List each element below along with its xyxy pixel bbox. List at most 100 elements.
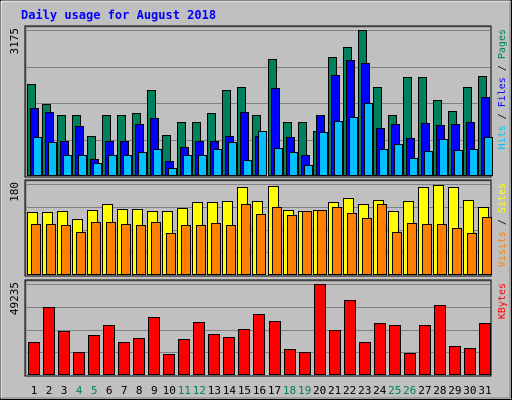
legend-pages: Pages — [497, 29, 508, 59]
x-tick-label-day-23: 23 — [358, 384, 371, 397]
x-tick-label-day-3: 3 — [61, 384, 68, 397]
x-tick-label-day-24: 24 — [373, 384, 387, 397]
bar-bottom-kbytes-day-6 — [103, 325, 115, 375]
bar-bottom-kbytes-day-14 — [223, 337, 235, 375]
bar-middle-visits-day-6 — [106, 222, 116, 275]
bar-bottom-kbytes-day-31 — [479, 323, 491, 375]
bar-top-visits-day-13 — [213, 149, 222, 176]
x-tick-label-day-30: 30 — [463, 384, 476, 397]
panel-bottom-legend-label: KBytes — [497, 283, 508, 319]
x-tick-label-day-1: 1 — [31, 384, 38, 397]
bar-middle-visits-day-4 — [76, 232, 86, 275]
series-visits — [33, 103, 493, 176]
panel-middle: 180 Visits / Sites — [8, 179, 508, 277]
bar-middle-visits-day-17 — [272, 207, 282, 275]
bar-top-visits-day-31 — [484, 137, 493, 176]
bar-bottom-kbytes-day-24 — [374, 323, 386, 375]
x-tick-label-day-26: 26 — [403, 384, 416, 397]
bar-bottom-kbytes-day-13 — [208, 334, 220, 375]
bar-top-visits-day-18 — [289, 152, 298, 176]
legend-separator: / — [497, 59, 508, 77]
bar-middle-visits-day-8 — [136, 225, 146, 275]
panel-top-legend-label: Hits / Files / Pages — [497, 29, 508, 149]
bar-middle-visits-day-24 — [377, 204, 387, 275]
bar-bottom-kbytes-day-27 — [419, 325, 431, 375]
bar-middle-visits-day-28 — [437, 224, 447, 275]
x-tick-label-day-5: 5 — [91, 384, 98, 397]
x-tick-label-day-6: 6 — [106, 384, 113, 397]
bar-top-visits-day-7 — [123, 155, 132, 176]
bar-top-visits-day-14 — [228, 142, 237, 176]
x-tick-label-day-9: 9 — [151, 384, 158, 397]
bar-bottom-kbytes-day-21 — [329, 330, 341, 375]
bar-bottom-kbytes-day-30 — [464, 348, 476, 375]
bar-bottom-kbytes-day-11 — [178, 339, 190, 375]
bar-bottom-kbytes-day-5 — [88, 335, 100, 375]
bar-top-visits-day-20 — [319, 132, 328, 176]
bar-top-visits-day-24 — [379, 149, 388, 176]
bar-bottom-kbytes-day-26 — [404, 353, 416, 375]
panel-bottom-y-max-label: 49235 — [8, 282, 21, 315]
bar-bottom-kbytes-day-15 — [238, 329, 250, 375]
legend-kbytes: KBytes — [497, 283, 508, 319]
x-tick-label-day-17: 17 — [268, 384, 281, 397]
bar-middle-visits-day-5 — [91, 222, 101, 275]
bar-bottom-kbytes-day-4 — [73, 352, 85, 375]
bar-top-visits-day-17 — [274, 148, 283, 176]
bar-middle-visits-day-10 — [166, 233, 176, 275]
bar-bottom-kbytes-day-16 — [253, 314, 265, 375]
bar-bottom-kbytes-day-7 — [118, 342, 130, 375]
x-tick-label-day-27: 27 — [418, 384, 431, 397]
x-tick-label-day-21: 21 — [328, 384, 341, 397]
bar-top-visits-day-29 — [454, 150, 463, 176]
bar-middle-visits-day-19 — [302, 211, 312, 275]
bar-top-visits-day-15 — [243, 160, 252, 176]
bar-middle-visits-day-1 — [31, 224, 41, 275]
legend-visits: Visits — [497, 231, 508, 267]
chart-panels: 3175 Hits / Files / Pages 180 Visits / Site… — [8, 25, 508, 377]
bar-bottom-kbytes-day-3 — [58, 331, 70, 375]
bar-top-visits-day-28 — [439, 139, 448, 176]
bar-bottom-kbytes-day-18 — [284, 349, 296, 375]
bar-middle-visits-day-18 — [287, 215, 297, 275]
x-tick-label-day-14: 14 — [223, 384, 237, 397]
bar-top-visits-day-8 — [138, 152, 147, 176]
x-tick-label-day-12: 12 — [193, 384, 206, 397]
bar-middle-visits-day-7 — [121, 224, 131, 275]
bar-middle-visits-day-29 — [452, 228, 462, 275]
bar-top-visits-day-10 — [168, 168, 177, 176]
bar-middle-visits-day-16 — [256, 214, 266, 275]
bar-bottom-kbytes-day-19 — [299, 352, 311, 375]
bar-bottom-kbytes-day-25 — [389, 325, 401, 375]
x-tick-label-day-8: 8 — [136, 384, 143, 397]
series-visits — [31, 204, 492, 275]
x-tick-label-day-28: 28 — [433, 384, 446, 397]
bar-bottom-kbytes-day-17 — [269, 321, 281, 375]
bar-bottom-kbytes-day-8 — [133, 338, 145, 375]
bar-bottom-kbytes-day-23 — [359, 342, 371, 375]
bar-middle-visits-day-15 — [241, 204, 251, 275]
panel-middle-y-max-label: 180 — [8, 182, 21, 202]
x-tick-label-day-10: 10 — [163, 384, 176, 397]
chart-title: Daily usage for August 2018 — [21, 8, 216, 22]
x-axis-day-labels: 1 2 3 4 5 6 7 8 9 10 11 12 13 14 15 16 17 18 19 20 21 22 23 24 2… — [31, 384, 492, 397]
bar-middle-visits-day-26 — [407, 223, 417, 275]
bar-top-visits-day-19 — [304, 165, 313, 176]
bar-middle-visits-day-21 — [332, 207, 342, 275]
bar-top-visits-day-4 — [78, 155, 87, 176]
bar-top-visits-day-6 — [108, 155, 117, 176]
bar-bottom-kbytes-day-20 — [314, 284, 326, 375]
panel-middle-legend-label: Visits / Sites — [497, 183, 508, 267]
bar-middle-visits-day-30 — [467, 233, 477, 275]
legend-hits: Hits — [497, 125, 508, 149]
x-tick-label-day-22: 22 — [343, 384, 356, 397]
bar-top-visits-day-21 — [334, 121, 343, 176]
bar-top-visits-day-2 — [48, 142, 57, 176]
bar-top-visits-day-12 — [198, 155, 207, 176]
x-tick-label-day-19: 19 — [298, 384, 311, 397]
x-tick-label-day-15: 15 — [238, 384, 251, 397]
bar-middle-visits-day-23 — [362, 218, 372, 275]
x-tick-label-day-29: 29 — [448, 384, 461, 397]
